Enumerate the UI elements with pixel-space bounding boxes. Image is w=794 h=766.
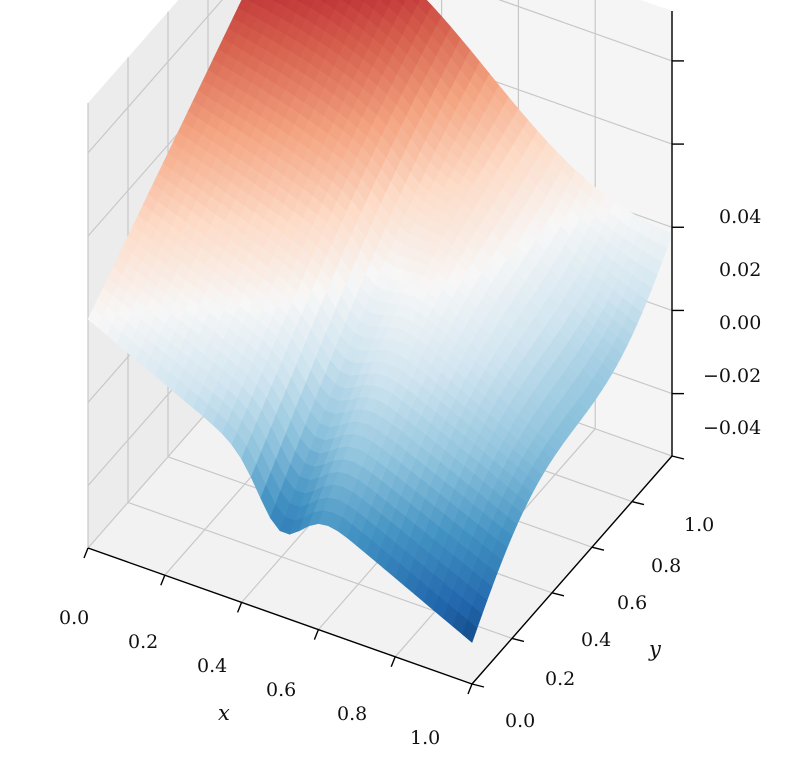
x-tick-label: 1.0 [410, 727, 440, 749]
z-tick-label: 0.02 [719, 259, 761, 281]
grid-line [498, 0, 673, 62]
y-tick-label: 0.0 [505, 710, 535, 732]
x-tick [83, 547, 89, 559]
y-tick [591, 546, 605, 551]
y-tick-label: 0.8 [651, 555, 681, 577]
x-tick [313, 629, 320, 640]
x-tick [160, 574, 166, 586]
y-axis-label: y [648, 637, 662, 661]
x-axis-line [87, 547, 473, 685]
x-tick [390, 656, 396, 668]
y-tick-label: 0.4 [581, 629, 611, 651]
y-tick-label: 1.0 [684, 514, 714, 536]
z-tick-label: −0.02 [703, 365, 761, 387]
x-tick [467, 683, 473, 695]
axis-lines [83, 11, 685, 695]
x-axis-label: x [218, 701, 230, 725]
y-tick [551, 592, 565, 597]
z-tick-label: 0.00 [719, 312, 761, 334]
x-tick-label: 0.4 [197, 655, 227, 677]
y-tick [631, 500, 645, 506]
x-tick-label: 0.6 [266, 679, 296, 701]
y-tick [671, 455, 685, 460]
y-tick-label: 0.6 [617, 592, 647, 614]
x-tick-label: 0.2 [128, 631, 158, 653]
z-tick-label: −0.04 [703, 417, 761, 439]
x-tick-label: 0.8 [337, 703, 367, 725]
grid-line [87, 0, 223, 154]
z-tick-label: 0.04 [719, 206, 761, 228]
surface-patch [462, 619, 478, 643]
x-tick [236, 602, 243, 613]
y-tick [511, 637, 525, 643]
y-tick [471, 683, 485, 688]
y-tick-label: 0.2 [545, 668, 575, 690]
y-axis-line [471, 455, 673, 685]
surface-plot [87, 0, 673, 643]
x-tick-label: 0.0 [59, 607, 89, 629]
